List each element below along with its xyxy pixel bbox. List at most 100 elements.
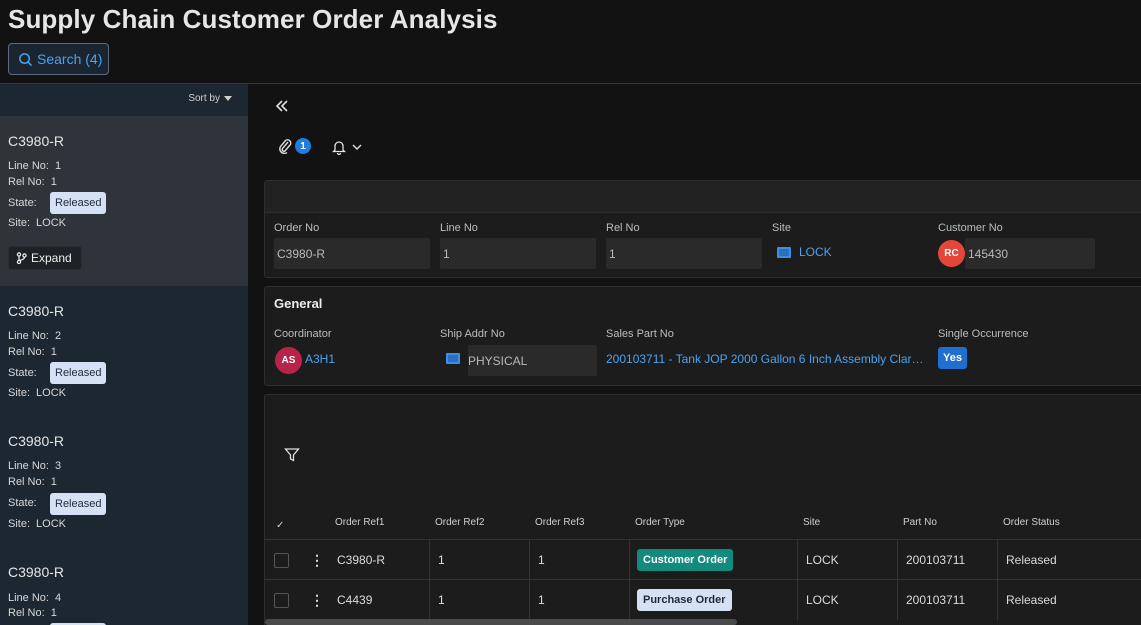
card-line-no: Line No: 3	[8, 460, 62, 472]
result-card[interactable]: C3980-R Line No: 1 Rel No: 1 State: Releas…	[0, 116, 248, 286]
cell-part-no: 200103711	[897, 540, 997, 580]
cell-part-no: 200103711	[897, 580, 997, 620]
row-checkbox[interactable]	[274, 553, 289, 568]
order-no-label: Order No	[274, 222, 320, 234]
site-icon	[777, 246, 791, 258]
result-card[interactable]: C3980-R Line No: 3 Rel No: 1 State: Releas…	[0, 416, 248, 547]
cell-site: LOCK	[797, 540, 897, 580]
order-table-panel: ✓ Order Ref1 Order Ref2 Order Ref3 Order…	[264, 394, 1141, 625]
row-checkbox[interactable]	[274, 593, 289, 608]
ship-addr-no-label: Ship Addr No	[440, 328, 505, 340]
search-button[interactable]: Search (4)	[8, 43, 109, 75]
ship-addr-no-field[interactable]: PHYSICAL	[468, 345, 597, 376]
card-title: C3980-R	[8, 303, 65, 319]
card-rel-no: Rel No: 1	[8, 476, 57, 488]
section-title-general: General	[274, 296, 323, 311]
card-line-no: Line No: 2	[8, 330, 62, 342]
result-card[interactable]: C3980-R Line No: 2 Rel No: 1 State: Releas…	[0, 286, 248, 416]
avatar: RC	[938, 240, 965, 267]
card-title: C3980-R	[8, 564, 65, 580]
page-title: Supply Chain Customer Order Analysis	[8, 4, 498, 34]
order-header-panel: Order No C3980-R Line No 1 Rel No 1 Site…	[264, 180, 1141, 278]
rel-no-field[interactable]: 1	[606, 238, 762, 269]
single-occurrence-badge: Yes	[938, 347, 967, 369]
card-site: Site: LOCK	[8, 387, 66, 399]
card-state-label: State:	[8, 497, 37, 509]
column-header-order-status[interactable]: Order Status	[1003, 517, 1060, 528]
sales-part-no-link[interactable]: 200103711 - Tank JOP 2000 Gallon 6 Inch …	[606, 352, 924, 366]
cell-order-ref3: 1	[529, 580, 629, 620]
column-header-order-type[interactable]: Order Type	[635, 517, 685, 528]
site-value: LOCK	[799, 245, 832, 259]
column-header-part-no[interactable]: Part No	[903, 517, 937, 528]
card-title: C3980-R	[8, 133, 65, 149]
collapse-sidebar-icon[interactable]	[275, 99, 289, 118]
card-state-label: State:	[8, 197, 37, 209]
status-badge: Released	[50, 192, 107, 214]
expand-label: Expand	[31, 251, 72, 265]
order-type-badge: Purchase Order	[637, 589, 732, 611]
line-no-field[interactable]: 1	[440, 238, 596, 269]
card-site: Site: LOCK	[8, 217, 66, 229]
site-link[interactable]: LOCK	[777, 245, 832, 259]
customer-no-field[interactable]: 145430	[965, 238, 1095, 269]
column-header-order-ref2[interactable]: Order Ref2	[435, 517, 485, 528]
sort-by-label: Sort by	[188, 93, 220, 104]
status-badge	[50, 623, 106, 625]
branch-icon	[16, 252, 27, 264]
cell-order-ref3: 1	[529, 540, 629, 580]
card-rel-no: Rel No: 1	[8, 176, 57, 188]
general-panel: General Coordinator AS A3H1 Ship Addr No…	[264, 286, 1141, 386]
card-line-no: Line No: 4	[8, 592, 62, 604]
bell-icon	[332, 141, 346, 155]
more-vertical-icon[interactable]: ⋮	[310, 552, 324, 568]
table-row[interactable]: ⋮ C4439 1 1 Purchase Order LOCK 20010371…	[265, 579, 1141, 620]
avatar: AS	[275, 347, 302, 374]
search-button-label: Search (4)	[37, 51, 103, 67]
sort-by-dropdown[interactable]: Sort by	[188, 93, 232, 104]
card-rel-no: Rel No: 1	[8, 346, 57, 358]
order-type-badge: Customer Order	[637, 549, 734, 571]
search-icon	[19, 52, 33, 66]
sales-part-no-label: Sales Part No	[606, 328, 674, 340]
cell-order-ref2: 1	[429, 540, 529, 580]
address-icon	[446, 353, 460, 364]
column-header-order-ref3[interactable]: Order Ref3	[535, 517, 585, 528]
rel-no-label: Rel No	[606, 222, 640, 234]
cell-order-ref1: C4439	[337, 593, 373, 607]
attachments-button[interactable]: 1	[278, 138, 311, 154]
header-divider	[0, 83, 1141, 84]
cell-order-status: Released	[997, 540, 1141, 580]
card-state-label: State:	[8, 367, 37, 379]
card-line-no: Line No: 1	[8, 160, 62, 172]
paperclip-icon	[279, 139, 292, 154]
table-row[interactable]: ⋮ C3980-R 1 1 Customer Order LOCK 200103…	[265, 539, 1141, 580]
column-header-order-ref1[interactable]: Order Ref1	[335, 517, 385, 528]
results-sidebar: Sort by C3980-R Line No: 1 Rel No: 1 State…	[0, 84, 248, 625]
notifications-button[interactable]	[332, 139, 362, 155]
column-header-site[interactable]: Site	[803, 517, 821, 528]
expand-button[interactable]: Expand	[8, 246, 82, 270]
status-badge: Released	[50, 493, 107, 515]
chevron-down-icon	[352, 144, 362, 150]
cell-site: LOCK	[797, 580, 897, 620]
customer-no-label: Customer No	[938, 222, 1003, 234]
cell-order-status: Released	[997, 580, 1141, 620]
select-all-checkmark[interactable]: ✓	[276, 520, 285, 531]
panel-header-band	[265, 181, 1141, 213]
coordinator-link[interactable]: A3H1	[305, 352, 336, 366]
more-vertical-icon[interactable]: ⋮	[310, 592, 324, 608]
caret-down-icon	[224, 96, 232, 101]
status-badge: Released	[50, 362, 107, 384]
cell-order-ref2: 1	[429, 580, 529, 620]
cell-order-type: Customer Order	[629, 540, 797, 580]
coordinator-label: Coordinator	[274, 328, 332, 340]
card-title: C3980-R	[8, 433, 65, 449]
order-no-field[interactable]: C3980-R	[274, 238, 430, 269]
line-no-label: Line No	[440, 222, 478, 234]
card-site: Site: LOCK	[8, 518, 66, 530]
horizontal-scrollbar[interactable]	[265, 619, 737, 625]
result-card[interactable]: C3980-R Line No: 4 Rel No: 1	[0, 547, 248, 625]
single-occurrence-label: Single Occurrence	[938, 328, 1029, 340]
filter-icon[interactable]	[284, 447, 300, 466]
